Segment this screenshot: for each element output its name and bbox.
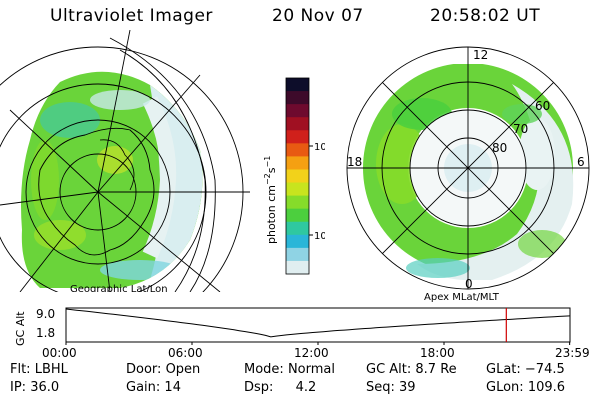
filter-readout: Flt: LBHL bbox=[10, 362, 68, 377]
sequence-readout: Seq: 39 bbox=[366, 380, 416, 395]
colorbar-swatch bbox=[286, 117, 309, 131]
colorbar-swatch bbox=[286, 234, 309, 249]
mlt-label-6: 6 bbox=[577, 155, 585, 169]
gain-readout: Gain: 14 bbox=[126, 380, 181, 395]
time-tick-1800: 18:00 bbox=[420, 346, 455, 360]
geographic-grid bbox=[0, 30, 250, 292]
door-value: Open bbox=[165, 362, 201, 377]
mlat-label-70: 70 bbox=[513, 122, 528, 136]
colorbar: 100 10 photon cm−2s−1 bbox=[263, 77, 325, 275]
colorbar-tick-10: 10 bbox=[314, 231, 325, 242]
colorbar-swatch bbox=[286, 169, 309, 184]
mlt-label-18: 18 bbox=[347, 155, 362, 169]
colorbar-swatch bbox=[286, 156, 309, 170]
colorbar-tick-100: 100 bbox=[314, 142, 325, 153]
mlt-label-12: 12 bbox=[473, 48, 488, 62]
gc-altitude-readout: GC Alt: 8.7 Re bbox=[366, 362, 457, 377]
altitude-curve bbox=[65, 308, 571, 338]
colorbar-swatch bbox=[286, 195, 309, 210]
colorbar-unit-label: photon cm−2s−1 bbox=[263, 156, 278, 244]
glon-readout: GLon: 109.6 bbox=[486, 380, 566, 395]
mode-readout: Mode: Normal bbox=[244, 362, 335, 377]
altitude-tick-min: 1.8 bbox=[36, 326, 55, 340]
dsp-readout: Dsp: 4.2 bbox=[244, 380, 317, 395]
date-label: 20 Nov 07 bbox=[272, 6, 364, 26]
mlt-label-0: 0 bbox=[465, 277, 473, 291]
time-tick-0600: 06:00 bbox=[168, 346, 203, 360]
colorbar-swatch bbox=[286, 221, 309, 236]
mode-value: Normal bbox=[287, 362, 335, 377]
apex-grid bbox=[346, 46, 590, 290]
mlat-label-60: 60 bbox=[535, 99, 550, 113]
mlat-label-80: 80 bbox=[492, 141, 507, 155]
colorbar-swatch bbox=[286, 260, 309, 275]
glat-readout: GLat: −74.5 bbox=[486, 362, 565, 377]
colorbar-swatch bbox=[286, 208, 309, 223]
altitude-timeline: 9.0 1.8 GC Alt 00:00 06:00 12:00 18:00 2… bbox=[14, 307, 590, 360]
colorbar-swatch bbox=[286, 91, 309, 105]
geographic-panel-label: Geographic Lat/Lon bbox=[70, 284, 168, 292]
time-tick-2359: 23:59 bbox=[555, 346, 590, 360]
time-label: 20:58:02 UT bbox=[430, 6, 541, 26]
altitude-axis-label: GC Alt bbox=[14, 311, 27, 346]
apex-polar-image: 12 18 6 0 60 70 80 bbox=[346, 46, 590, 291]
colorbar-swatch bbox=[286, 104, 309, 118]
gain-value: 14 bbox=[164, 380, 181, 395]
colorbar-swatch bbox=[286, 143, 309, 157]
altitude-tick-max: 9.0 bbox=[36, 307, 55, 321]
colorbar-swatch bbox=[286, 247, 309, 262]
sequence-value: 39 bbox=[399, 380, 416, 395]
glat-value: −74.5 bbox=[524, 362, 565, 377]
filter-value: LBHL bbox=[34, 362, 68, 377]
colorbar-swatch bbox=[286, 130, 309, 144]
colorbar-swatch bbox=[286, 182, 309, 197]
colorbar-swatch bbox=[286, 78, 309, 92]
geographic-image: Geographic Lat/Lon bbox=[0, 30, 250, 292]
time-tick-0000: 00:00 bbox=[42, 346, 77, 360]
gc-altitude-value: 8.7 Re bbox=[415, 362, 457, 377]
door-readout: Door: Open bbox=[126, 362, 201, 377]
dsp-value: 4.2 bbox=[295, 380, 317, 395]
ip-value: 36.0 bbox=[30, 380, 60, 395]
ip-readout: IP: 36.0 bbox=[10, 380, 60, 395]
time-tick-1200: 12:00 bbox=[294, 346, 329, 360]
continent-outline bbox=[38, 127, 155, 256]
glon-value: 109.6 bbox=[527, 380, 566, 395]
apex-panel-label: Apex MLat/MLT bbox=[424, 292, 499, 303]
instrument-title: Ultraviolet Imager bbox=[50, 6, 213, 26]
